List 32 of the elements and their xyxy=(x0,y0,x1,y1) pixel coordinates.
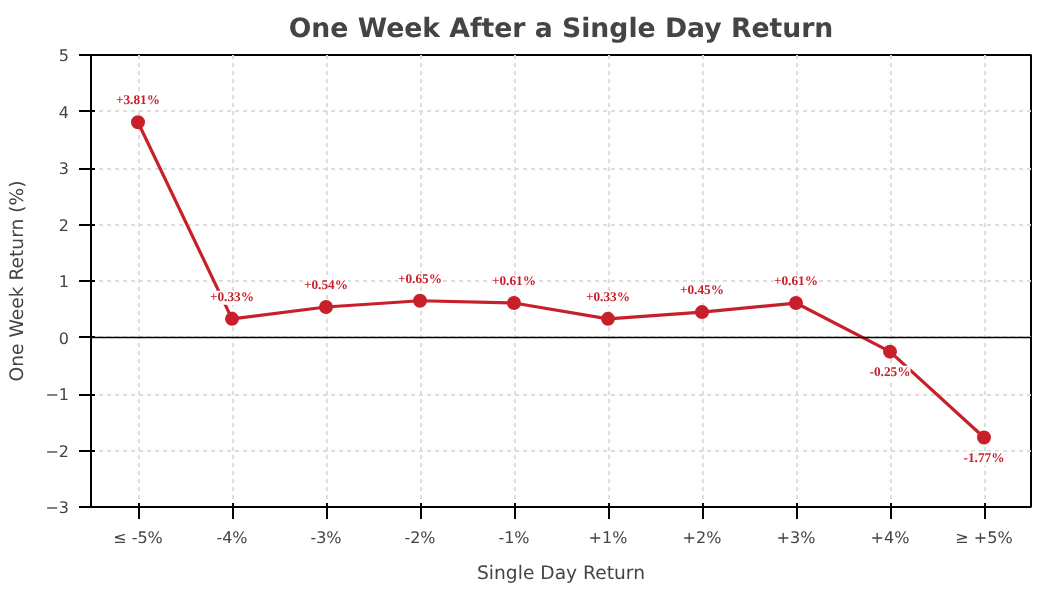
point xyxy=(789,296,803,311)
y-tick-label: −3 xyxy=(45,499,70,517)
x-tick-label: -2% xyxy=(404,529,437,547)
x-tick-label: -1% xyxy=(498,529,531,547)
x-tick-label: +4% xyxy=(870,529,911,547)
y-axis-title: One Week Return (%) xyxy=(7,180,30,382)
y-tick-label: −2 xyxy=(45,442,70,461)
y-tick-label: 5 xyxy=(58,47,70,65)
point xyxy=(131,115,145,130)
y-tick-label: 2 xyxy=(58,216,70,235)
x-tick-label: +3% xyxy=(776,529,817,547)
y-tick-label: 0 xyxy=(58,329,70,348)
y-tick-label: 3 xyxy=(58,160,70,178)
x-axis-title: Single Day Return xyxy=(477,563,646,585)
point xyxy=(695,305,709,320)
y-tick-label: 4 xyxy=(58,103,70,122)
point xyxy=(977,430,991,445)
chart-title: One Week After a Single Day Return xyxy=(288,15,834,45)
x-tick-label: ≥ +5% xyxy=(955,529,1014,547)
x-tick-label: +1% xyxy=(588,529,629,547)
point xyxy=(413,293,427,308)
x-tick-label: -3% xyxy=(310,529,343,547)
point xyxy=(225,311,239,326)
y-tick-label: −1 xyxy=(45,386,70,404)
point xyxy=(883,344,897,359)
point xyxy=(601,311,615,326)
y-tick-label: 1 xyxy=(58,273,70,291)
x-tick-label: -4% xyxy=(216,529,249,547)
x-tick-label: ≤ -5% xyxy=(113,529,164,547)
point xyxy=(319,300,333,314)
x-tick-label: +2% xyxy=(682,529,723,547)
point xyxy=(507,296,521,311)
